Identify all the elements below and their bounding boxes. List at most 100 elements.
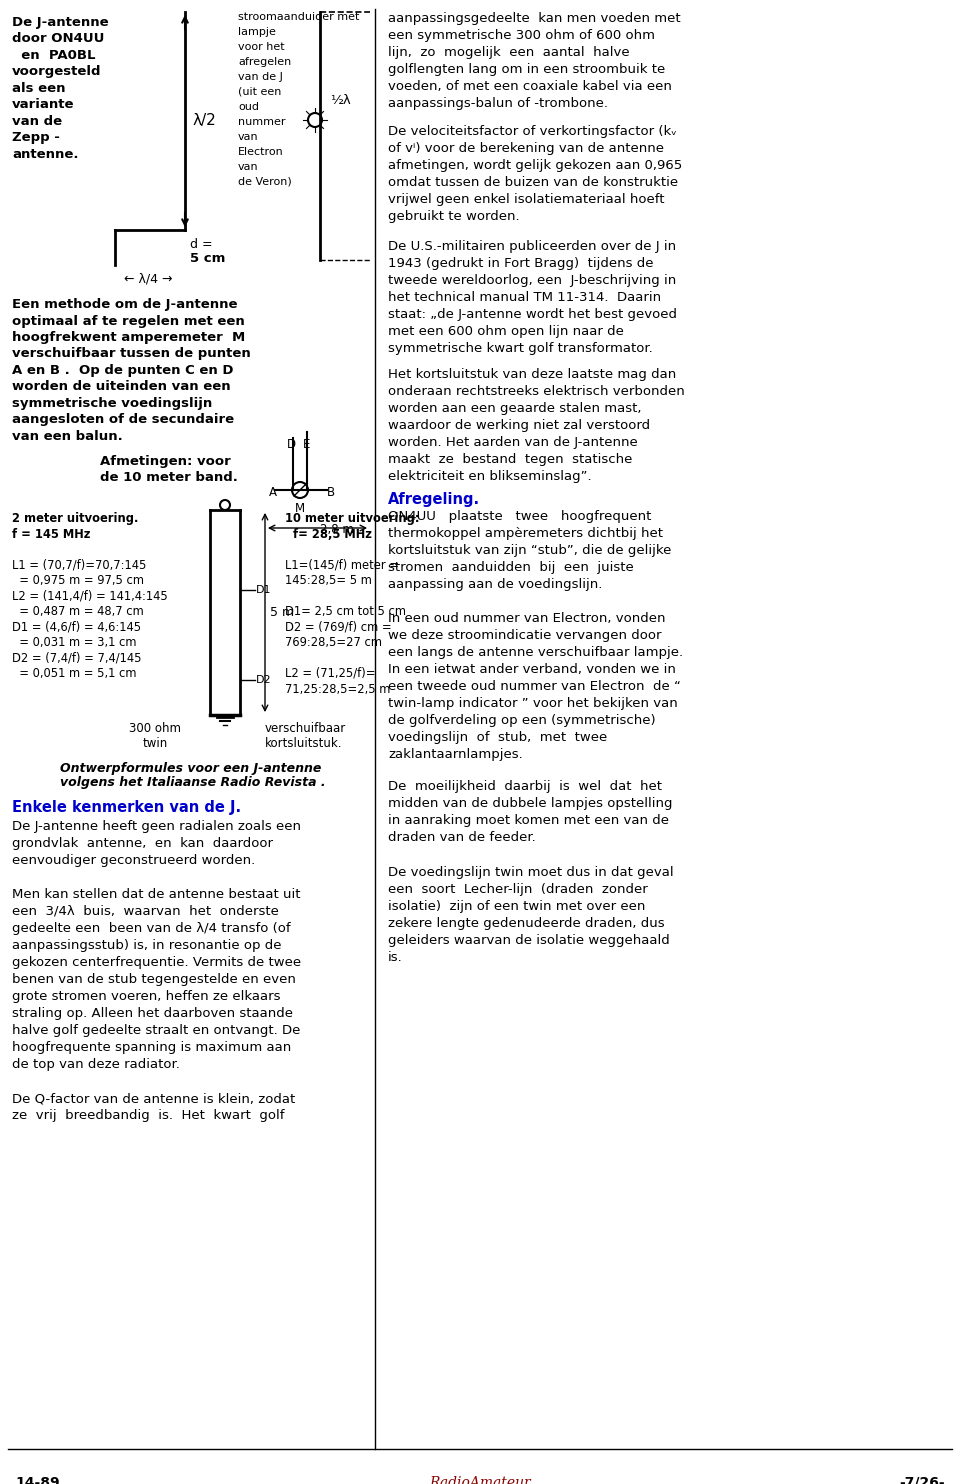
Text: onderaan rechtstreeks elektrisch verbonden: onderaan rechtstreeks elektrisch verbond… [388, 384, 684, 398]
Text: de Veron): de Veron) [238, 177, 292, 187]
Text: L2 = (71,25/f)=: L2 = (71,25/f)= [285, 666, 375, 680]
Text: straling op. Alleen het daarboven staande: straling op. Alleen het daarboven staand… [12, 1008, 293, 1020]
Text: twin-lamp indicator ” voor het bekijken van: twin-lamp indicator ” voor het bekijken … [388, 697, 678, 709]
Text: ON4UU   plaatste   twee   hoogfrequent: ON4UU plaatste twee hoogfrequent [388, 510, 652, 522]
Text: De  moeilijkheid  daarbij  is  wel  dat  het: De moeilijkheid daarbij is wel dat het [388, 781, 662, 792]
Text: 2 meter uitvoering.: 2 meter uitvoering. [12, 512, 138, 525]
Text: 14-89: 14-89 [15, 1477, 60, 1484]
Text: gebruikt te worden.: gebruikt te worden. [388, 211, 519, 223]
Text: Afmetingen: voor: Afmetingen: voor [100, 456, 230, 467]
Text: hoogfrequente spanning is maximum aan: hoogfrequente spanning is maximum aan [12, 1040, 291, 1054]
Text: kortsluitstuk van zijn “stub”, die de gelijke: kortsluitstuk van zijn “stub”, die de ge… [388, 545, 671, 556]
Text: een symmetrische 300 ohm of 600 ohm: een symmetrische 300 ohm of 600 ohm [388, 30, 655, 42]
Text: staat: „de J-antenne wordt het best gevoed: staat: „de J-antenne wordt het best gevo… [388, 309, 677, 321]
Text: een langs de antenne verschuifbaar lampje.: een langs de antenne verschuifbaar lampj… [388, 646, 684, 659]
Text: E: E [303, 438, 310, 451]
Text: aanpassing aan de voedingslijn.: aanpassing aan de voedingslijn. [388, 577, 602, 591]
Text: gedeelte een  been van de λ/4 transfo (of: gedeelte een been van de λ/4 transfo (of [12, 922, 291, 935]
Text: Afregeling.: Afregeling. [388, 493, 480, 508]
Text: antenne.: antenne. [12, 148, 79, 160]
Text: isolatie)  zijn of een twin met over een: isolatie) zijn of een twin met over een [388, 899, 645, 913]
Text: De Q-factor van de antenne is klein, zodat: De Q-factor van de antenne is klein, zod… [12, 1092, 296, 1106]
Text: met een 600 ohm open lijn naar de: met een 600 ohm open lijn naar de [388, 325, 624, 338]
Text: 2,8 m: 2,8 m [320, 524, 354, 537]
Text: ← λ/4 →: ← λ/4 → [124, 273, 172, 286]
Text: aanpassings-balun of -trombone.: aanpassings-balun of -trombone. [388, 96, 608, 110]
Text: In een ietwat ander verband, vonden we in: In een ietwat ander verband, vonden we i… [388, 663, 676, 677]
Text: D1= 2,5 cm tot 5 cm: D1= 2,5 cm tot 5 cm [285, 605, 406, 617]
Text: = 0,051 m = 5,1 cm: = 0,051 m = 5,1 cm [12, 666, 136, 680]
Text: golflengten lang om in een stroombuik te: golflengten lang om in een stroombuik te [388, 62, 665, 76]
Text: 145:28,5= 5 m: 145:28,5= 5 m [285, 574, 372, 588]
Text: is.: is. [388, 951, 403, 965]
Text: de 10 meter band.: de 10 meter band. [100, 470, 238, 484]
Text: L1=(145/f) meter =: L1=(145/f) meter = [285, 558, 399, 571]
Text: volgens het Italiaanse Radio Revista .: volgens het Italiaanse Radio Revista . [60, 776, 325, 789]
Text: twin: twin [142, 738, 168, 749]
Text: de golfverdeling op een (symmetrische): de golfverdeling op een (symmetrische) [388, 714, 656, 727]
Text: maakt  ze  bestand  tegen  statische: maakt ze bestand tegen statische [388, 453, 633, 466]
Text: d =: d = [190, 237, 212, 251]
Text: De J-antenne heeft geen radialen zoals een: De J-antenne heeft geen radialen zoals e… [12, 821, 301, 833]
Text: waardoor de werking niet zal verstoord: waardoor de werking niet zal verstoord [388, 418, 650, 432]
Text: van de J: van de J [238, 73, 283, 82]
Text: Enkele kenmerken van de J.: Enkele kenmerken van de J. [12, 800, 241, 815]
Text: = 0,031 m = 3,1 cm: = 0,031 m = 3,1 cm [12, 637, 136, 649]
Text: voorgesteld: voorgesteld [12, 65, 102, 79]
Text: een  soort  Lecher-lijn  (draden  zonder: een soort Lecher-lijn (draden zonder [388, 883, 648, 896]
Text: De voedingslijn twin moet dus in dat geval: De voedingslijn twin moet dus in dat gev… [388, 867, 674, 879]
Text: De U.S.-militairen publiceerden over de J in: De U.S.-militairen publiceerden over de … [388, 240, 676, 252]
Text: A: A [269, 485, 277, 499]
Text: L1 = (70,7/f)=70,7:145: L1 = (70,7/f)=70,7:145 [12, 558, 146, 571]
Text: B: B [327, 485, 335, 499]
Text: λ/2: λ/2 [192, 113, 216, 129]
Text: hoogfrekwent amperemeter  M: hoogfrekwent amperemeter M [12, 331, 245, 344]
Text: symmetrische kwart golf transformator.: symmetrische kwart golf transformator. [388, 341, 653, 355]
Text: de top van deze radiator.: de top van deze radiator. [12, 1058, 180, 1071]
Text: 10 meter uitvoering:: 10 meter uitvoering: [285, 512, 420, 525]
Text: van de: van de [12, 114, 62, 128]
Text: Het kortsluitstuk van deze laatste mag dan: Het kortsluitstuk van deze laatste mag d… [388, 368, 676, 381]
Text: zekere lengte gedenudeerde draden, dus: zekere lengte gedenudeerde draden, dus [388, 917, 664, 930]
Text: A en B .  Op de punten C en D: A en B . Op de punten C en D [12, 364, 233, 377]
Text: draden van de feeder.: draden van de feeder. [388, 831, 536, 844]
Text: ½λ: ½λ [330, 93, 350, 107]
Text: afregelen: afregelen [238, 56, 291, 67]
Text: = 0,975 m = 97,5 cm: = 0,975 m = 97,5 cm [12, 574, 144, 588]
Text: vrijwel geen enkel isolatiemateriaal hoeft: vrijwel geen enkel isolatiemateriaal hoe… [388, 193, 664, 206]
Text: nummer: nummer [238, 117, 285, 128]
Text: grote stromen voeren, heffen ze elkaars: grote stromen voeren, heffen ze elkaars [12, 990, 280, 1003]
Text: optimaal af te regelen met een: optimaal af te regelen met een [12, 315, 245, 328]
Text: voedingslijn  of  stub,  met  twee: voedingslijn of stub, met twee [388, 732, 608, 743]
Text: oud: oud [238, 102, 259, 111]
Text: (uit een: (uit een [238, 88, 281, 96]
Text: f= 28,5 MHz: f= 28,5 MHz [285, 527, 372, 540]
Text: tweede wereldoorlog, een  J-beschrijving in: tweede wereldoorlog, een J-beschrijving … [388, 275, 676, 286]
Text: grondvlak  antenne,  en  kan  daardoor: grondvlak antenne, en kan daardoor [12, 837, 273, 850]
Text: we deze stroomindicatie vervangen door: we deze stroomindicatie vervangen door [388, 629, 661, 643]
Text: Zepp -: Zepp - [12, 132, 60, 144]
Text: variante: variante [12, 98, 75, 111]
Text: De velociteitsfactor of verkortingsfactor (kᵥ: De velociteitsfactor of verkortingsfacto… [388, 125, 677, 138]
Text: ze  vrij  breedbandig  is.  Het  kwart  golf: ze vrij breedbandig is. Het kwart golf [12, 1109, 284, 1122]
Text: symmetrische voedingslijn: symmetrische voedingslijn [12, 398, 212, 410]
Text: M: M [295, 502, 305, 515]
Text: 5 cm: 5 cm [190, 252, 226, 266]
Text: aanpassingsgedeelte  kan men voeden met: aanpassingsgedeelte kan men voeden met [388, 12, 681, 25]
Text: geleiders waarvan de isolatie weggehaald: geleiders waarvan de isolatie weggehaald [388, 933, 670, 947]
Text: kortsluitstuk.: kortsluitstuk. [265, 738, 343, 749]
Text: of vⁱ) voor de berekening van de antenne: of vⁱ) voor de berekening van de antenne [388, 142, 664, 154]
Text: van: van [238, 132, 258, 142]
Text: midden van de dubbele lampjes opstelling: midden van de dubbele lampjes opstelling [388, 797, 673, 810]
Text: lampje: lampje [238, 27, 276, 37]
Text: De J-antenne: De J-antenne [12, 16, 108, 30]
Text: benen van de stub tegengestelde en even: benen van de stub tegengestelde en even [12, 974, 296, 985]
Text: Electron: Electron [238, 147, 284, 157]
Text: aangesloten of de secundaire: aangesloten of de secundaire [12, 414, 234, 426]
Text: als een: als een [12, 82, 65, 95]
Text: RadioAmateur: RadioAmateur [429, 1477, 531, 1484]
Text: Men kan stellen dat de antenne bestaat uit: Men kan stellen dat de antenne bestaat u… [12, 887, 300, 901]
Text: in aanraking moet komen met een van de: in aanraking moet komen met een van de [388, 815, 669, 827]
Text: voeden, of met een coaxiale kabel via een: voeden, of met een coaxiale kabel via ee… [388, 80, 672, 93]
Text: het technical manual TM 11-314.  Daarin: het technical manual TM 11-314. Daarin [388, 291, 661, 304]
